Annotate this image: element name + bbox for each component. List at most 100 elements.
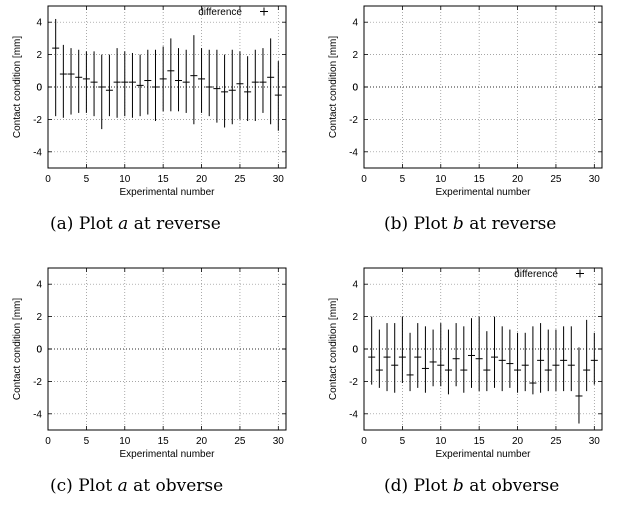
xtick-label-d: 25 — [550, 436, 562, 447]
xtick-label-d: 5 — [400, 436, 406, 447]
ticks-b — [363, 6, 602, 168]
legend-a: difference — [198, 7, 268, 18]
ytick-label-a: 2 — [36, 50, 42, 61]
xtick-label-a: 25 — [234, 174, 246, 185]
xtick-label-b: 20 — [512, 174, 524, 185]
ytick-label-c: 4 — [36, 280, 42, 291]
plot-frame-c — [47, 267, 287, 431]
xtick-label-a: 10 — [119, 174, 131, 185]
xtick-label-c: 25 — [234, 436, 246, 447]
xtick-label-d: 15 — [474, 436, 486, 447]
ticks-d — [363, 268, 602, 430]
ytick-label-d: 0 — [352, 345, 358, 356]
caption-b: (b) Plot b at reverse — [384, 214, 556, 234]
xtick-label-d: 20 — [512, 436, 524, 447]
caption-c-text-before: Plot — [78, 476, 113, 496]
xtick-label-d: 10 — [435, 436, 447, 447]
caption-a-text-after: at reverse — [133, 214, 221, 234]
caption-d-var: b — [452, 476, 464, 496]
ytick-label-c: 0 — [36, 345, 42, 356]
panel-a: 0 5 10 15 20 25 30 4 2 0 0 -2 -4 Experimental number C… — [0, 0, 316, 255]
xtick-label-b: 25 — [550, 174, 562, 185]
xtick-label-b: 30 — [589, 174, 601, 185]
xtick-label-b: 10 — [435, 174, 447, 185]
x-axis-label-c: Experimental number — [119, 449, 215, 460]
y-axis-label-c: Contact condition [mm] — [12, 298, 23, 400]
caption-d: (d) Plot b at obverse — [384, 476, 559, 496]
caption-b-text-before: Plot — [413, 214, 448, 234]
ytick-label-a: 0 — [36, 83, 42, 94]
ytick-label-d: 0 — [352, 345, 358, 356]
caption-b-var: b — [452, 214, 464, 234]
xtick-label-c: 5 — [84, 436, 90, 447]
legend-label-d: difference — [514, 269, 558, 280]
plot-frame-a — [47, 5, 287, 169]
caption-d-text-before: Plot — [413, 476, 448, 496]
grid-a — [48, 6, 286, 168]
ytick-label-b: -4 — [349, 147, 358, 158]
ytick-label-a: -4 — [33, 147, 42, 158]
xtick-label-c: 30 — [273, 436, 285, 447]
caption-a-label: (a) — [50, 214, 74, 234]
ytick-label-b: 4 — [352, 18, 358, 29]
ticks-c — [47, 268, 286, 430]
caption-c-label: (c) — [50, 476, 73, 496]
ytick-label-d: -2 — [349, 377, 358, 388]
legend-d: difference — [514, 269, 584, 280]
caption-c-var: a — [117, 476, 128, 496]
ytick-label-c: 0 — [36, 345, 42, 356]
caption-d-text-after: at obverse — [469, 476, 560, 496]
x-axis-label-a: Experimental number — [119, 187, 215, 198]
plot-frame-b — [363, 5, 603, 169]
ytick-label-a: 4 — [36, 18, 42, 29]
ytick-label-b: 0 — [352, 83, 358, 94]
xtick-label-c: 20 — [196, 436, 208, 447]
caption-b-text-after: at reverse — [469, 214, 557, 234]
xtick-label-d: 0 — [361, 436, 367, 447]
plot-frame-d — [363, 267, 603, 431]
y-axis-label-a: Contact condition [mm] — [12, 36, 23, 138]
ytick-label-b: 2 — [352, 50, 358, 61]
series-a — [52, 18, 282, 131]
y-axis-label-d: Contact condition [mm] — [328, 298, 339, 400]
ticks-a — [47, 6, 286, 168]
grid-d — [364, 268, 602, 430]
panel-d: 0 5 10 15 20 25 30 4 2 0 0 -2 -4 Experimental number C… — [316, 262, 632, 510]
xtick-label-b: 0 — [361, 174, 367, 185]
caption-c: (c) Plot a at obverse — [50, 476, 223, 496]
xtick-label-c: 10 — [119, 436, 131, 447]
series-d — [368, 316, 598, 424]
xtick-label-d: 30 — [589, 436, 601, 447]
ytick-label-d: -4 — [349, 409, 358, 420]
legend-label-a: difference — [198, 7, 242, 18]
ytick-label-a: 0 — [36, 83, 42, 94]
ytick-label-a: -2 — [33, 115, 42, 126]
xtick-label-a: 30 — [273, 174, 285, 185]
y-axis-label-b: Contact condition [mm] — [328, 36, 339, 138]
caption-a-text-before: Plot — [78, 214, 113, 234]
xtick-label-a: 5 — [84, 174, 90, 185]
panel-c: 0 5 10 15 20 25 30 4 2 0 0 -2 -4 Experimental number C… — [0, 262, 316, 510]
x-axis-label-d: Experimental number — [435, 449, 531, 460]
ytick-label-b: -2 — [349, 115, 358, 126]
xtick-label-a: 0 — [45, 174, 51, 185]
grid-b — [364, 6, 602, 168]
ytick-label-b: 0 — [352, 83, 358, 94]
ytick-label-d: 2 — [352, 312, 358, 323]
x-axis-label-b: Experimental number — [435, 187, 531, 198]
ytick-label-c: 2 — [36, 312, 42, 323]
xtick-label-c: 15 — [158, 436, 170, 447]
xtick-label-a: 20 — [196, 174, 208, 185]
xtick-label-b: 15 — [474, 174, 486, 185]
ytick-label-c: -2 — [33, 377, 42, 388]
ytick-label-d: 4 — [352, 280, 358, 291]
caption-c-text-after: at obverse — [133, 476, 224, 496]
caption-d-label: (d) — [384, 476, 409, 496]
xtick-label-a: 15 — [158, 174, 170, 185]
panel-b: 0 5 10 15 20 25 30 4 2 0 0 -2 -4 Experimental number C… — [316, 0, 632, 255]
